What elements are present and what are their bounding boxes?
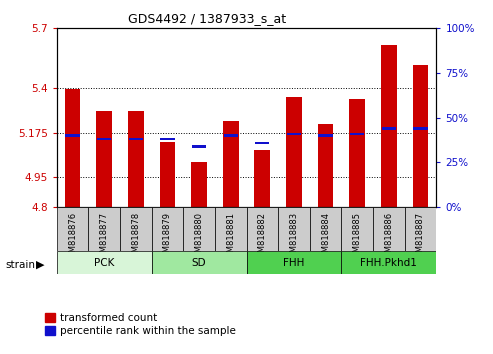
Text: FHH.Pkhd1: FHH.Pkhd1	[360, 258, 417, 268]
Bar	[183, 207, 215, 251]
Bar	[223, 135, 238, 137]
Bar	[246, 251, 341, 274]
Text: GSM818881: GSM818881	[226, 211, 235, 263]
Bar	[255, 142, 270, 144]
Bar	[152, 207, 183, 251]
Bar	[254, 150, 270, 207]
Bar	[278, 207, 310, 251]
Text: GSM818884: GSM818884	[321, 211, 330, 263]
Bar	[318, 135, 333, 137]
Text: GSM818882: GSM818882	[258, 211, 267, 263]
Bar	[350, 99, 365, 207]
Text: GSM818879: GSM818879	[163, 211, 172, 263]
Bar	[381, 45, 397, 207]
Bar	[120, 207, 152, 251]
Text: FHH: FHH	[283, 258, 305, 268]
Bar	[57, 207, 88, 251]
Text: PCK: PCK	[94, 258, 114, 268]
Bar	[341, 251, 436, 274]
Bar	[97, 138, 111, 140]
Bar	[310, 207, 341, 251]
Text: strain: strain	[6, 260, 36, 270]
Bar	[287, 133, 301, 135]
Bar	[373, 207, 405, 251]
Bar	[223, 121, 239, 207]
Legend: transformed count, percentile rank within the sample: transformed count, percentile rank withi…	[45, 313, 236, 336]
Text: GSM818878: GSM818878	[131, 211, 141, 263]
Bar	[192, 145, 206, 148]
Text: SD: SD	[192, 258, 207, 268]
Bar	[405, 207, 436, 251]
Text: GSM818887: GSM818887	[416, 211, 425, 263]
Text: GSM818880: GSM818880	[195, 211, 204, 263]
Text: GSM818885: GSM818885	[352, 211, 362, 263]
Bar	[96, 111, 112, 207]
Bar	[65, 89, 80, 207]
Text: GSM818876: GSM818876	[68, 211, 77, 263]
Text: GSM818886: GSM818886	[385, 211, 393, 263]
Bar	[128, 111, 143, 207]
Bar	[341, 207, 373, 251]
Bar	[317, 124, 333, 207]
Bar	[413, 65, 428, 207]
Bar	[382, 127, 396, 130]
Bar	[57, 251, 152, 274]
Bar	[246, 207, 278, 251]
Bar	[413, 127, 427, 130]
Bar	[88, 207, 120, 251]
Bar	[191, 162, 207, 207]
Bar	[66, 135, 80, 137]
Text: ▶: ▶	[35, 260, 44, 270]
Bar	[160, 138, 175, 140]
Bar	[215, 207, 246, 251]
Bar	[152, 251, 246, 274]
Bar	[129, 138, 143, 140]
Bar	[160, 142, 176, 207]
Text: GSM818877: GSM818877	[100, 211, 108, 263]
Bar	[350, 133, 364, 135]
Bar	[286, 97, 302, 207]
Text: GSM818883: GSM818883	[289, 211, 298, 263]
Text: GDS4492 / 1387933_s_at: GDS4492 / 1387933_s_at	[128, 12, 286, 25]
